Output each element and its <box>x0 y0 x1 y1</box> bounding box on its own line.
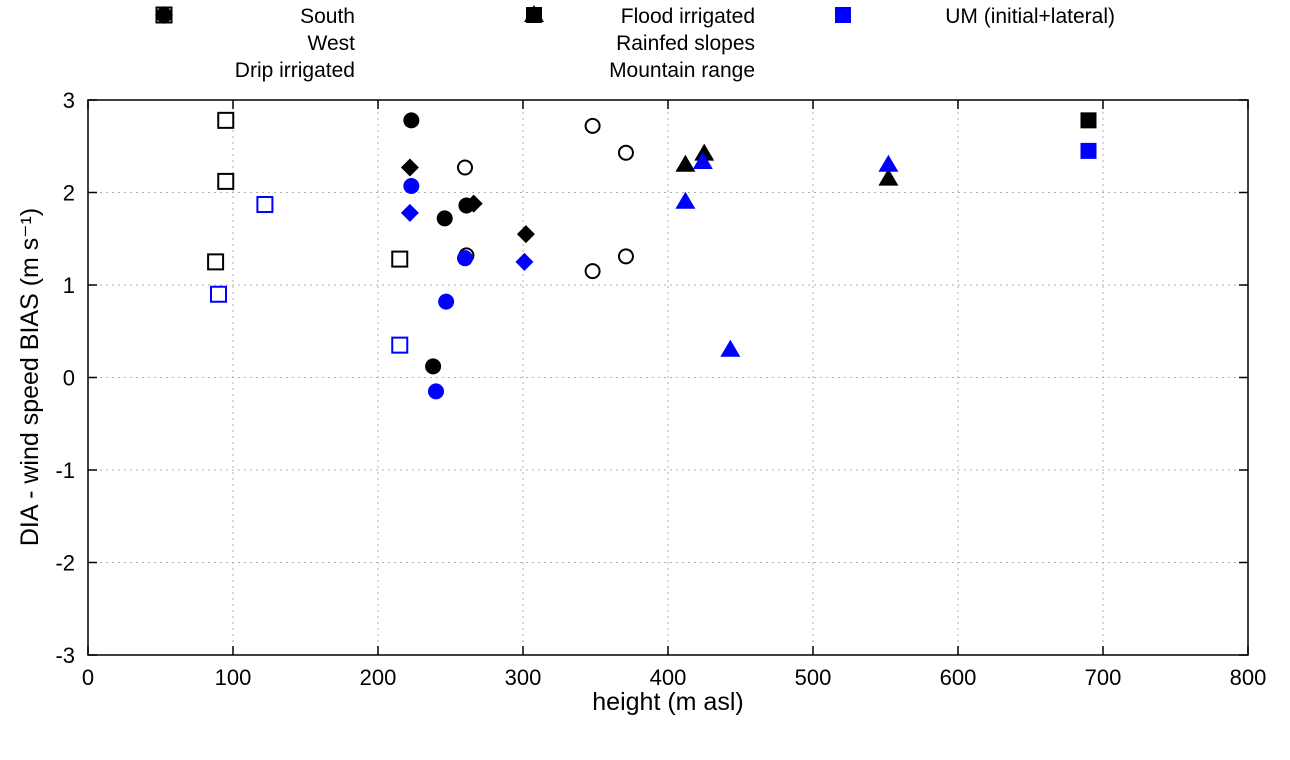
data-point-west <box>584 117 601 134</box>
legend-label: South <box>300 4 355 28</box>
square-glyph <box>835 7 851 23</box>
legend-item-mountain-range: Mountain range <box>470 7 755 84</box>
data-point-rainfed-slopes-um <box>720 339 741 357</box>
data-point-west <box>584 263 601 280</box>
data-point-mountain-range-um <box>1080 142 1097 159</box>
data-point-flood-irrigated-um <box>457 250 473 267</box>
x-tick-label: 600 <box>940 665 977 690</box>
data-point-flood-irrigated <box>425 358 442 375</box>
data-point-south <box>217 111 235 129</box>
legend-label: Rainfed slopes <box>616 31 755 55</box>
y-tick-label: -3 <box>55 643 75 668</box>
y-tick-label: 3 <box>63 88 75 113</box>
data-point-flood-irrigated-um <box>438 293 455 310</box>
x-tick-label: 800 <box>1230 665 1267 690</box>
data-point-flood-irrigated <box>403 112 420 129</box>
x-tick-label: 0 <box>82 665 94 690</box>
x-axis-label: height (m asl) <box>592 688 744 716</box>
data-point-rainfed-slopes-um <box>692 151 713 169</box>
legend-label: Drip irrigated <box>234 58 355 82</box>
data-point-rainfed-slopes-um <box>675 191 696 209</box>
data-point-south <box>391 250 409 268</box>
data-point-south <box>207 253 225 271</box>
legend-label: Flood irrigated <box>620 4 755 28</box>
legend-item-drip-irrigated: Drip irrigated <box>100 6 355 84</box>
data-point-west <box>617 144 634 161</box>
y-tick-label: -2 <box>55 551 75 576</box>
diamond-marker-icon <box>155 6 173 24</box>
data-point-rainfed-slopes-um <box>878 154 899 172</box>
square-marker-icon <box>835 7 851 23</box>
data-point-south-um <box>256 196 274 214</box>
x-tick-label: 100 <box>215 665 252 690</box>
data-point-rainfed-slopes <box>878 168 899 186</box>
legend-label: UM (initial+lateral) <box>945 4 1115 28</box>
y-tick-label: 2 <box>63 181 75 206</box>
legend-column: Flood irrigated Rainfed slopes Mountain ra… <box>470 3 755 84</box>
legend-column: UM (initial+lateral) <box>795 3 1115 30</box>
legend-label: West <box>307 31 355 55</box>
legend-label: Mountain range <box>609 58 755 82</box>
legend-column: South West Drip irrigated <box>100 3 355 84</box>
y-tick-label: 1 <box>63 273 75 298</box>
data-point-west <box>457 159 473 176</box>
x-tick-label: 300 <box>505 665 542 690</box>
data-point-rainfed-slopes <box>694 143 715 161</box>
legend-item-um-initial-lateral-: UM (initial+lateral) <box>795 3 1115 30</box>
data-point-rainfed-slopes <box>675 154 696 172</box>
data-point-drip-irrigated-um <box>515 252 534 271</box>
data-point-flood-irrigated <box>436 210 453 227</box>
data-point-flood-irrigated-um <box>428 383 444 400</box>
x-tick-label: 500 <box>795 665 832 690</box>
data-point-west <box>617 248 634 265</box>
data-point-flood-irrigated-um <box>403 178 420 195</box>
y-tick-label: -1 <box>55 458 75 483</box>
diamond-glyph <box>155 6 173 24</box>
data-point-south <box>217 172 235 190</box>
x-tick-label: 400 <box>650 665 687 690</box>
square-marker-icon <box>526 7 542 23</box>
y-tick-label: 0 <box>63 366 75 391</box>
x-tick-label: 200 <box>360 665 397 690</box>
data-point-drip-irrigated <box>400 158 419 177</box>
x-tick-label: 700 <box>1085 665 1122 690</box>
data-point-south-um <box>210 285 227 303</box>
data-point-mountain-range <box>1080 112 1097 129</box>
data-point-drip-irrigated <box>516 225 535 244</box>
data-point-drip-irrigated-um <box>400 203 419 222</box>
data-point-flood-irrigated <box>458 197 475 214</box>
data-point-south-um <box>391 336 409 354</box>
square-glyph <box>526 7 542 23</box>
